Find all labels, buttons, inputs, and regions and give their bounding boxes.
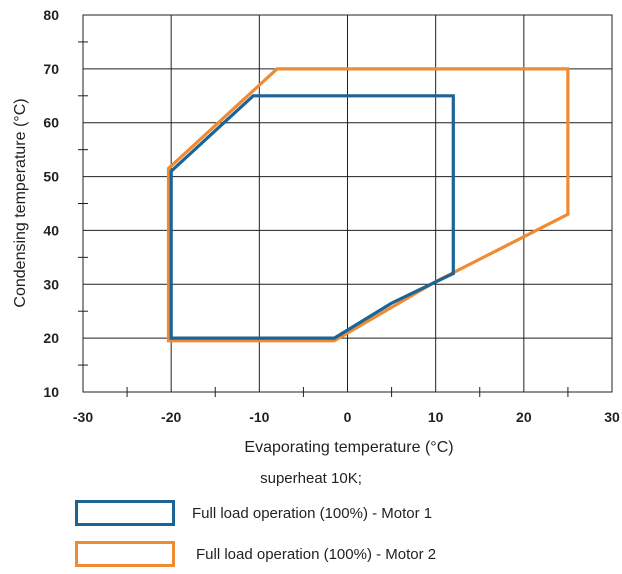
legend-item-motor-2: Full load operation (100%) - Motor 2 xyxy=(0,541,622,571)
x-tick-label: -30 xyxy=(73,409,93,425)
y-tick-label: 70 xyxy=(43,61,59,77)
series-outline-motor-2 xyxy=(166,67,570,343)
x-tick-labels: -30 -20 -10 0 10 20 30 xyxy=(73,409,620,425)
y-tick-label: 40 xyxy=(43,222,59,238)
x-tick-label: 0 xyxy=(344,409,352,425)
legend-label-motor-1: Full load operation (100%) - Motor 1 xyxy=(192,505,433,522)
legend-swatch-motor-2 xyxy=(75,541,175,567)
x-tick-label: 10 xyxy=(428,409,444,425)
y-tick-labels: 10 20 30 40 50 60 70 80 xyxy=(43,7,59,400)
x-tick-label: 30 xyxy=(604,409,620,425)
series-outline-motor-1 xyxy=(169,94,455,340)
legend-swatch-motor-1 xyxy=(75,500,175,526)
envelope-chart: -30 -20 -10 0 10 20 30 10 20 30 40 50 60 70 80 Evapor… xyxy=(12,7,620,456)
y-tick-label: 30 xyxy=(43,276,59,292)
y-tick-label: 20 xyxy=(43,330,59,346)
series-layer xyxy=(166,67,570,343)
plot-frame xyxy=(82,14,613,393)
y-tick-label: 80 xyxy=(43,7,59,23)
y-tick-label: 10 xyxy=(43,384,59,400)
legend-label-motor-2: Full load operation (100%) - Motor 2 xyxy=(196,546,437,563)
y-tick-label: 50 xyxy=(43,169,59,185)
x-tick-label: -20 xyxy=(161,409,181,425)
superheat-note: superheat 10K; xyxy=(260,470,362,487)
y-axis-title: Condensing temperature (°C) xyxy=(12,98,29,307)
x-tick-label: -10 xyxy=(249,409,269,425)
grid-lines xyxy=(82,14,613,393)
legend-item-motor-1: Full load operation (100%) - Motor 1 xyxy=(0,500,622,530)
x-tick-label: 20 xyxy=(516,409,532,425)
x-axis-title: Evaporating temperature (°C) xyxy=(244,439,453,456)
y-tick-label: 60 xyxy=(43,115,59,131)
